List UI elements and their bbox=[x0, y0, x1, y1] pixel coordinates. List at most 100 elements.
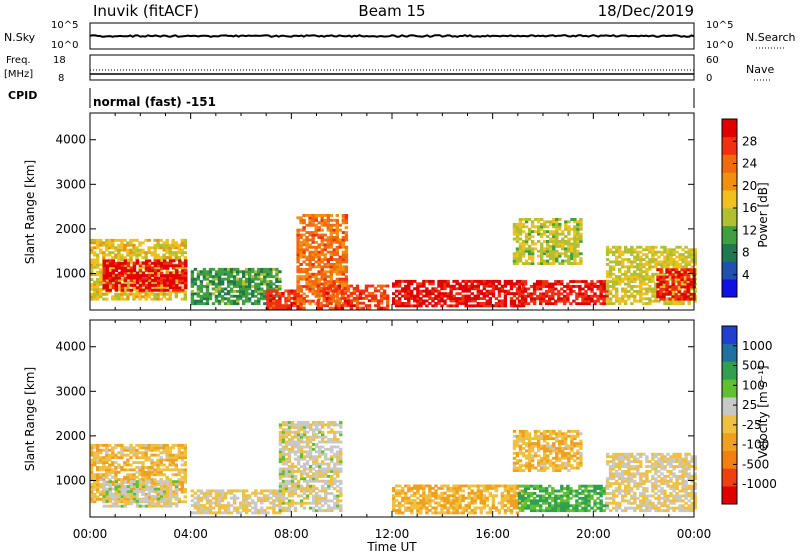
power-cell-r6 bbox=[410, 292, 414, 296]
velocity-cell-r3 bbox=[284, 447, 289, 451]
velocity-cell-r3 bbox=[290, 465, 295, 468]
power-cell-r0 bbox=[156, 295, 160, 299]
power-cell-r0 bbox=[159, 256, 163, 259]
velocity-cell-r0 bbox=[144, 456, 148, 460]
power-cell-r0 bbox=[132, 270, 136, 274]
power-cell-r8 bbox=[576, 244, 580, 248]
power-cell-r4 bbox=[329, 240, 333, 244]
power-cell-r1 bbox=[117, 264, 122, 268]
velocity-cell-r4 bbox=[407, 484, 411, 488]
power-cell-r7 bbox=[545, 292, 549, 296]
power-cell-r6 bbox=[452, 299, 456, 303]
power-cell-r8 bbox=[515, 230, 520, 234]
velocity-cell-r1 bbox=[108, 494, 112, 498]
velocity-cell-r1 bbox=[132, 497, 137, 501]
velocity-cell-r3 bbox=[308, 440, 313, 444]
velocity-cell-r2 bbox=[196, 496, 201, 500]
power-cell-r9 bbox=[642, 263, 646, 266]
power-cell-r2 bbox=[236, 299, 240, 303]
power-cell-r4 bbox=[338, 280, 342, 283]
velocity-cell-r0 bbox=[90, 470, 94, 474]
power-cell-r4 bbox=[314, 277, 318, 281]
velocity-cell-r0 bbox=[174, 463, 178, 467]
power-cell-r0 bbox=[165, 297, 169, 301]
power-cell-r8 bbox=[524, 242, 529, 246]
power-cell-r6 bbox=[437, 297, 441, 300]
power-cell-r0 bbox=[117, 285, 121, 289]
power-cell-r7 bbox=[523, 299, 528, 303]
power-cell-r0 bbox=[135, 287, 139, 291]
velocity-cell-r0 bbox=[147, 468, 151, 472]
power-cell-r4 bbox=[329, 218, 333, 222]
velocity-cell-r0 bbox=[108, 456, 112, 460]
power-cell-r8 bbox=[549, 262, 553, 265]
power-cell-r8 bbox=[540, 225, 544, 229]
power-cell-r1 bbox=[111, 286, 115, 290]
power-cell-r6 bbox=[488, 289, 492, 293]
velocity-cell-r1 bbox=[141, 482, 146, 486]
power-cell-r4 bbox=[314, 289, 318, 293]
power-cell-r6 bbox=[407, 304, 411, 308]
velocity-cell-r3 bbox=[293, 506, 298, 510]
power-cell-r1 bbox=[135, 261, 140, 265]
power-cell-r0 bbox=[156, 241, 160, 245]
power-cell-r4 bbox=[311, 240, 315, 244]
power-cell-r4 bbox=[329, 258, 333, 261]
power-cell-r9 bbox=[684, 258, 688, 261]
velocity-cell-r2 bbox=[229, 491, 234, 495]
power-cell-r3 bbox=[278, 304, 282, 308]
velocity-cell-r0 bbox=[147, 495, 151, 499]
velocity-cell-r2 bbox=[217, 496, 222, 500]
power-cell-r7 bbox=[545, 302, 549, 306]
velocity-cell-r0 bbox=[168, 478, 172, 482]
power-cell-r9 bbox=[605, 270, 610, 274]
velocity-cell-r4 bbox=[434, 501, 438, 505]
power-cell-r9 bbox=[690, 294, 694, 298]
power-cell-r1 bbox=[181, 261, 185, 265]
velocity-cell-r2 bbox=[251, 491, 255, 495]
power-cell-r10 bbox=[683, 270, 687, 274]
velocity-cell-r4 bbox=[410, 504, 414, 507]
power-cell-r6 bbox=[395, 279, 399, 283]
power-cell-r2 bbox=[263, 272, 267, 276]
power-cell-r7 bbox=[584, 294, 588, 298]
power-cell-r3 bbox=[284, 299, 288, 303]
power-cell-r2 bbox=[217, 289, 222, 293]
velocity-cell-r1 bbox=[105, 494, 109, 498]
power-cell-r10 bbox=[659, 295, 663, 299]
power-cell-r9 bbox=[615, 292, 619, 296]
power-cell-r8 bbox=[537, 230, 541, 234]
power-cell-r2 bbox=[245, 285, 249, 288]
power-cell-r3 bbox=[290, 291, 294, 295]
power-cell-r2 bbox=[196, 299, 201, 303]
power-cell-r0 bbox=[153, 253, 157, 257]
power-cell-r6 bbox=[425, 294, 429, 298]
power-cell-r8 bbox=[521, 240, 526, 243]
power-cell-r10 bbox=[689, 280, 693, 284]
power-cell-r2 bbox=[278, 285, 282, 288]
power-cell-r8 bbox=[573, 235, 577, 238]
velocity-cell-r0 bbox=[180, 453, 184, 457]
velocity-cell-r1 bbox=[175, 490, 179, 493]
power-cell-r2 bbox=[232, 267, 237, 271]
power-cell-r4 bbox=[308, 253, 312, 257]
power-cell-r6 bbox=[419, 289, 423, 293]
velocity-cell-r3 bbox=[321, 438, 325, 441]
power-cell-r8 bbox=[561, 259, 565, 263]
power-cell-r0 bbox=[135, 248, 139, 252]
power-cell-r8 bbox=[573, 252, 577, 256]
power-cell-r4 bbox=[323, 253, 327, 257]
power-cell-r9 bbox=[663, 265, 667, 269]
power-cell-r4 bbox=[344, 226, 349, 230]
velocity-cell-r3 bbox=[333, 472, 337, 476]
velocity-cell-r3 bbox=[302, 457, 307, 461]
velocity-cell-r0 bbox=[132, 488, 136, 491]
velocity-cell-r0 bbox=[117, 451, 121, 455]
power-cell-r9 bbox=[608, 275, 613, 279]
power-cell-r6 bbox=[443, 292, 447, 296]
power-cell-r0 bbox=[156, 270, 160, 274]
velocity-cell-r4 bbox=[401, 499, 405, 503]
power-cell-r6 bbox=[494, 279, 499, 283]
power-cell-r2 bbox=[202, 272, 207, 276]
power-cell-r4 bbox=[332, 240, 336, 244]
